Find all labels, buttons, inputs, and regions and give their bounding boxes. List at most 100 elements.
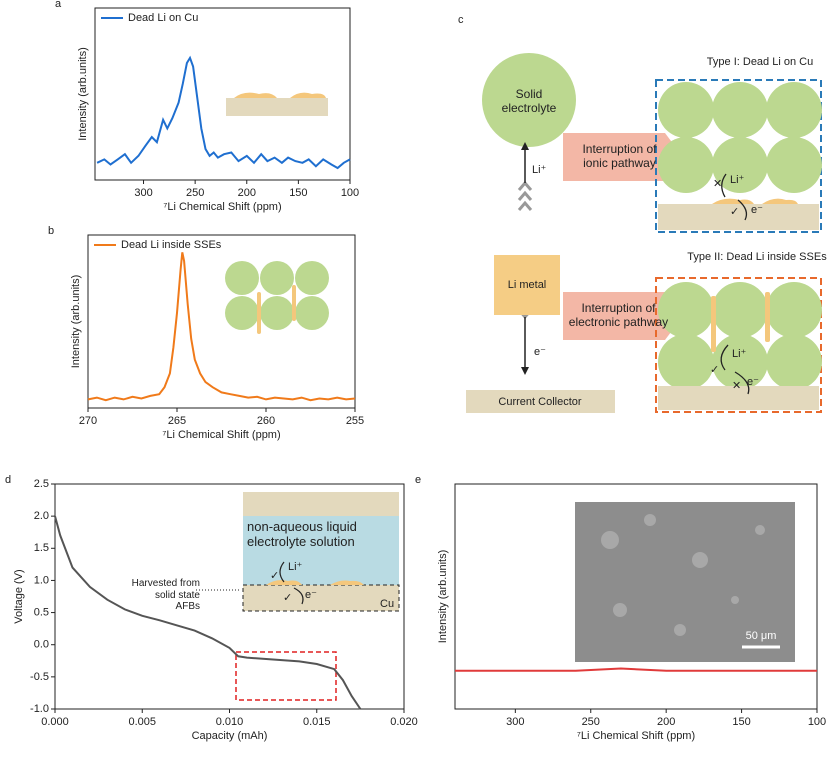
x-axis-label: ⁷Li Chemical Shift (ppm) bbox=[162, 429, 280, 441]
arrow bbox=[734, 371, 750, 395]
arrow-head bbox=[521, 142, 529, 150]
dead-li bbox=[712, 198, 798, 204]
x-tick-label: 150 bbox=[732, 716, 750, 728]
x-tick-label: 200 bbox=[238, 187, 256, 199]
arrow bbox=[293, 587, 304, 605]
label: Type I: Dead Li on Cu bbox=[707, 56, 813, 68]
x-tick-label: 150 bbox=[289, 187, 307, 199]
y-tick-label: -1.0 bbox=[30, 703, 49, 715]
label: Type II: Dead Li inside SSEs bbox=[687, 251, 827, 263]
data-line bbox=[87, 252, 356, 402]
label: Solid electrolyte bbox=[501, 87, 557, 115]
label: Li⁺ bbox=[732, 348, 747, 360]
inset-collector bbox=[226, 98, 328, 116]
solid-electrolyte bbox=[482, 53, 576, 147]
y-tick-label: 0.5 bbox=[34, 606, 49, 618]
y-tick-label: 2.5 bbox=[34, 478, 49, 490]
x-tick-label: 0.020 bbox=[390, 716, 418, 728]
data-line bbox=[96, 55, 351, 170]
annotation: Cu bbox=[380, 598, 394, 610]
current-collector bbox=[466, 390, 615, 413]
label: Li⁺ bbox=[730, 174, 745, 186]
y-axis-label: Intensity (arb.units) bbox=[77, 47, 89, 141]
x-tick-label: 260 bbox=[257, 415, 275, 427]
x-tick-label: 300 bbox=[506, 716, 524, 728]
label: Interruption of electronic pathway bbox=[568, 301, 669, 329]
check: ✓ bbox=[283, 592, 292, 604]
x-tick-label: 265 bbox=[168, 415, 186, 427]
arrow bbox=[737, 199, 748, 221]
type1-box bbox=[655, 79, 822, 233]
check: ✓ bbox=[710, 364, 719, 376]
arrow bbox=[279, 561, 285, 583]
inset-layer bbox=[243, 492, 399, 516]
y-tick-label: -0.5 bbox=[30, 671, 49, 683]
arrow-head bbox=[521, 367, 529, 375]
dead-li bbox=[711, 296, 716, 352]
check: ✓ bbox=[730, 206, 739, 218]
label: Li metal bbox=[508, 279, 547, 291]
arrow bbox=[721, 173, 727, 198]
legend-label: Dead Li on Cu bbox=[128, 12, 198, 24]
particles bbox=[658, 282, 822, 390]
x-tick-label: 0.005 bbox=[128, 716, 156, 728]
highlight-box bbox=[235, 651, 337, 701]
y-tick-label: 2.0 bbox=[34, 510, 49, 522]
annotation: e⁻ bbox=[305, 589, 317, 601]
x-axis-label: ⁷Li Chemical Shift (ppm) bbox=[577, 730, 695, 742]
x-axis-label: Capacity (mAh) bbox=[192, 730, 268, 742]
arrow-block bbox=[563, 292, 683, 340]
panel-label: a bbox=[55, 0, 62, 10]
label: e⁻ bbox=[534, 346, 546, 358]
x-tick-label: 100 bbox=[341, 187, 359, 199]
y-tick-label: 1.0 bbox=[34, 574, 49, 586]
x-tick-label: 200 bbox=[657, 716, 675, 728]
y-axis-label: Voltage (V) bbox=[13, 569, 25, 623]
panel-label: e bbox=[415, 474, 421, 486]
li-metal bbox=[494, 255, 560, 315]
dead-li bbox=[765, 292, 770, 342]
x-tick-label: 0.000 bbox=[41, 716, 69, 728]
plot-frame bbox=[94, 7, 351, 181]
plot-frame bbox=[454, 483, 818, 710]
inset-dead-li bbox=[257, 292, 261, 334]
x-tick-label: 250 bbox=[582, 716, 600, 728]
type2-box bbox=[655, 277, 822, 413]
collector bbox=[658, 386, 819, 410]
sem-texture bbox=[601, 514, 765, 636]
legend-label: Dead Li inside SSEs bbox=[121, 239, 222, 251]
panel-label: b bbox=[48, 225, 54, 237]
y-axis-label: Intensity (arb.units) bbox=[70, 275, 82, 369]
annotation: 50 μm bbox=[746, 630, 777, 642]
inset-electrolyte bbox=[243, 516, 399, 585]
particles bbox=[658, 82, 822, 193]
annotation: Li⁺ bbox=[288, 561, 303, 573]
inset-dead-li bbox=[234, 92, 326, 98]
label: Interruption of ionic pathway bbox=[582, 142, 657, 170]
y-axis-label: Intensity (arb.units) bbox=[437, 550, 449, 644]
y-tick-label: 0.0 bbox=[34, 639, 49, 651]
arrow bbox=[720, 344, 729, 371]
cross: ✕ bbox=[713, 178, 722, 190]
inset-dead-li bbox=[266, 580, 364, 585]
x-axis-label: ⁷Li Chemical Shift (ppm) bbox=[163, 201, 281, 213]
label: Li⁺ bbox=[532, 164, 547, 176]
panel-label: d bbox=[5, 474, 11, 486]
x-tick-label: 0.010 bbox=[216, 716, 244, 728]
plot-frame bbox=[87, 234, 356, 409]
inset-collector bbox=[242, 584, 400, 612]
data-line bbox=[455, 667, 817, 672]
label: e⁻ bbox=[747, 376, 759, 388]
label: e⁻ bbox=[751, 204, 763, 216]
annotation: Harvested from solid state AFBs bbox=[131, 578, 200, 612]
panel-label: c bbox=[458, 14, 464, 26]
inset-particles bbox=[225, 261, 329, 330]
arrow-block bbox=[563, 133, 683, 181]
annotation: non-aqueous liquid electrolyte solution bbox=[247, 519, 357, 549]
collector bbox=[658, 204, 819, 230]
data-line bbox=[54, 515, 362, 710]
y-tick-label: 1.5 bbox=[34, 542, 49, 554]
cross: ✕ bbox=[732, 380, 741, 392]
